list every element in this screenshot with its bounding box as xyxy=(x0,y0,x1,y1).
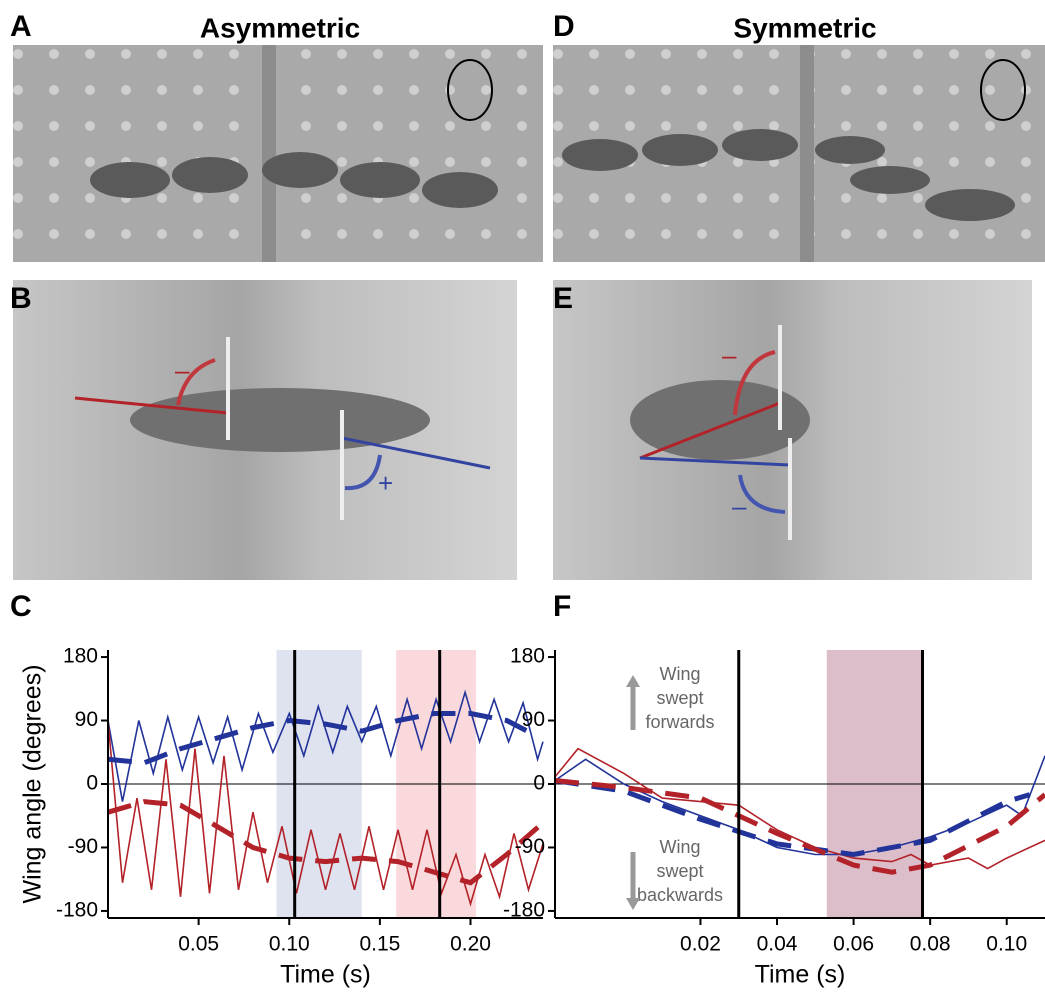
annotation: forwards xyxy=(645,712,714,732)
figure: A B C D E F Asymmetric Symmetric – + – –… xyxy=(0,0,1045,993)
photo-title: Asymmetric xyxy=(200,12,360,43)
x-tick-label: 0.02 xyxy=(680,933,721,956)
annotation: Wing xyxy=(659,664,700,684)
panel-letter: C xyxy=(10,590,32,623)
y-tick-label: 0 xyxy=(533,772,545,795)
x-tick-label: 0.06 xyxy=(833,933,874,956)
x-tick-label: 0.15 xyxy=(359,933,400,956)
photo-b xyxy=(13,280,517,580)
annotation: swept xyxy=(656,861,703,881)
angle-sign: + xyxy=(378,468,393,498)
x-tick-label: 0.10 xyxy=(269,933,310,956)
y-tick-label: 0 xyxy=(86,772,98,795)
annotation-arrowhead xyxy=(626,675,640,687)
x-tick-label: 0.08 xyxy=(910,933,951,956)
y-axis-label: Wing angle (degrees) xyxy=(19,664,47,903)
annotation: Wing xyxy=(659,837,700,857)
x-tick-label: 0.20 xyxy=(450,933,491,956)
angle-sign: – xyxy=(175,355,190,385)
y-tick-label: -90 xyxy=(515,835,545,858)
x-tick-label: 0.04 xyxy=(757,933,798,956)
angle-sign: – xyxy=(732,491,747,521)
angle-sign: – xyxy=(722,340,737,370)
panel-letter: A xyxy=(10,10,32,43)
y-tick-label: -180 xyxy=(56,898,98,921)
x-axis-label: Time (s) xyxy=(755,961,846,989)
annotation: swept xyxy=(656,688,703,708)
annotation: backwards xyxy=(637,885,723,905)
y-tick-label: 90 xyxy=(522,708,545,731)
y-tick-label: 90 xyxy=(75,708,98,731)
panel-letter: B xyxy=(10,282,32,315)
y-tick-label: 180 xyxy=(510,645,545,668)
photo-title: Symmetric xyxy=(733,12,876,43)
photo-e xyxy=(553,280,1032,580)
angle-line xyxy=(555,749,1045,869)
x-tick-label: 0.05 xyxy=(178,933,219,956)
x-tick-label: 0.10 xyxy=(986,933,1027,956)
photo-a xyxy=(13,45,543,262)
y-tick-label: -90 xyxy=(68,835,98,858)
photo-d xyxy=(553,45,1045,262)
x-axis-label: Time (s) xyxy=(280,961,371,989)
panel-letter: E xyxy=(553,282,573,315)
panel-letter: F xyxy=(553,590,571,623)
y-tick-label: 180 xyxy=(63,645,98,668)
y-tick-label: -180 xyxy=(503,898,545,921)
panel-letter: D xyxy=(553,10,575,43)
mean-line xyxy=(555,781,1030,855)
